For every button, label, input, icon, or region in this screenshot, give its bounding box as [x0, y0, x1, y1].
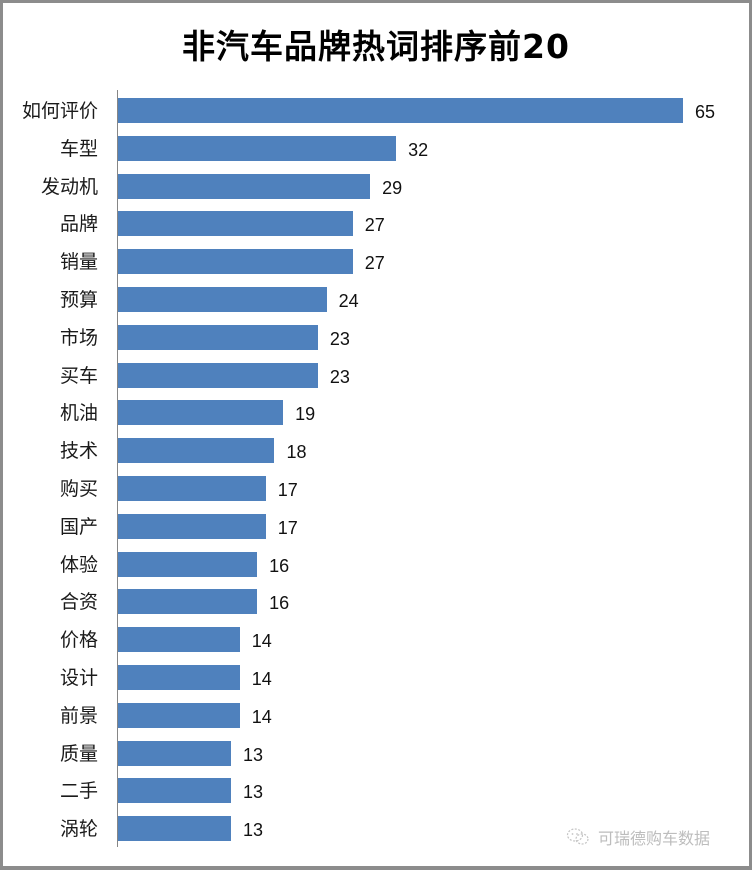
category-label: 体验 [59, 554, 98, 576]
bar-row: 销量 27 [0, 249, 752, 275]
bar-row: 车型 32 [0, 136, 752, 162]
category-label: 涡轮 [59, 818, 98, 840]
value-label: 27 [364, 253, 385, 273]
bar [118, 778, 231, 803]
value-label: 16 [269, 556, 290, 576]
category-label: 品牌 [59, 213, 98, 235]
value-label: 13 [243, 745, 264, 765]
value-label: 16 [269, 593, 290, 613]
category-label: 二手 [59, 780, 98, 802]
bar [118, 325, 318, 350]
value-label: 13 [243, 782, 264, 802]
bar-row: 市场 23 [0, 325, 752, 351]
bar [118, 438, 275, 463]
value-label: 24 [338, 291, 359, 311]
bar-row: 价格 14 [0, 627, 752, 653]
value-label: 17 [277, 480, 298, 500]
bar [118, 514, 266, 539]
bar-row: 设计 14 [0, 665, 752, 691]
bar [118, 174, 371, 199]
value-label: 65 [695, 102, 716, 122]
chart-title: 非汽车品牌热词排序前20 [182, 27, 570, 66]
category-label: 合资 [59, 591, 98, 613]
bar-row: 技术 18 [0, 438, 752, 464]
bar-row: 购买 17 [0, 476, 752, 502]
watermark: 可瑞德购车数据 [566, 826, 710, 848]
category-label: 车型 [59, 138, 98, 160]
bar [118, 136, 397, 161]
bar [118, 627, 240, 652]
bar-row: 合资 16 [0, 589, 752, 615]
category-label: 技术 [59, 440, 98, 462]
bar-row: 发动机 29 [0, 174, 752, 200]
bar-row: 预算 24 [0, 287, 752, 313]
value-label: 14 [251, 707, 272, 727]
value-label: 29 [382, 178, 403, 198]
category-label: 前景 [59, 705, 98, 727]
bar-row: 体验 16 [0, 552, 752, 578]
bar-row: 二手 13 [0, 778, 752, 804]
category-label: 预算 [59, 289, 98, 311]
bar-row: 买车 23 [0, 363, 752, 389]
category-label: 如何评价 [21, 100, 98, 122]
category-axis [117, 90, 118, 847]
bar [118, 703, 240, 728]
value-label: 17 [277, 518, 298, 538]
bar [118, 287, 327, 312]
bar [118, 249, 353, 274]
category-label: 国产 [59, 516, 98, 538]
bar-row: 品牌 27 [0, 211, 752, 237]
bar [118, 741, 231, 766]
wechat-icon [566, 828, 589, 845]
value-label: 23 [329, 329, 350, 349]
category-label: 机油 [59, 402, 98, 424]
category-label: 市场 [59, 327, 98, 349]
bar [118, 363, 318, 388]
bar-row: 涡轮 13 [0, 816, 752, 842]
bar-row: 如何评价 65 [0, 98, 752, 124]
bar-row: 机油 19 [0, 400, 752, 426]
category-label: 发动机 [40, 176, 98, 198]
value-label: 27 [364, 215, 385, 235]
category-label: 质量 [59, 743, 98, 765]
bar [118, 665, 240, 690]
bar [118, 211, 353, 236]
category-label: 购买 [59, 478, 98, 500]
category-label: 销量 [59, 251, 98, 273]
value-label: 14 [251, 631, 272, 651]
watermark-text: 可瑞德购车数据 [598, 829, 711, 848]
category-label: 买车 [59, 365, 98, 387]
value-label: 32 [408, 140, 429, 160]
bar [118, 98, 683, 123]
value-label: 13 [243, 820, 264, 840]
bar-row: 国产 17 [0, 514, 752, 540]
bar [118, 589, 258, 614]
bar [118, 552, 258, 577]
value-label: 18 [286, 442, 307, 462]
category-label: 价格 [59, 629, 98, 651]
bar [118, 816, 231, 841]
value-label: 14 [251, 669, 272, 689]
category-label: 设计 [59, 667, 98, 689]
bar-row: 质量 13 [0, 741, 752, 767]
value-label: 19 [295, 404, 316, 424]
bar [118, 400, 284, 425]
bar-row: 前景 14 [0, 703, 752, 729]
value-label: 23 [329, 367, 350, 387]
bar [118, 476, 266, 501]
